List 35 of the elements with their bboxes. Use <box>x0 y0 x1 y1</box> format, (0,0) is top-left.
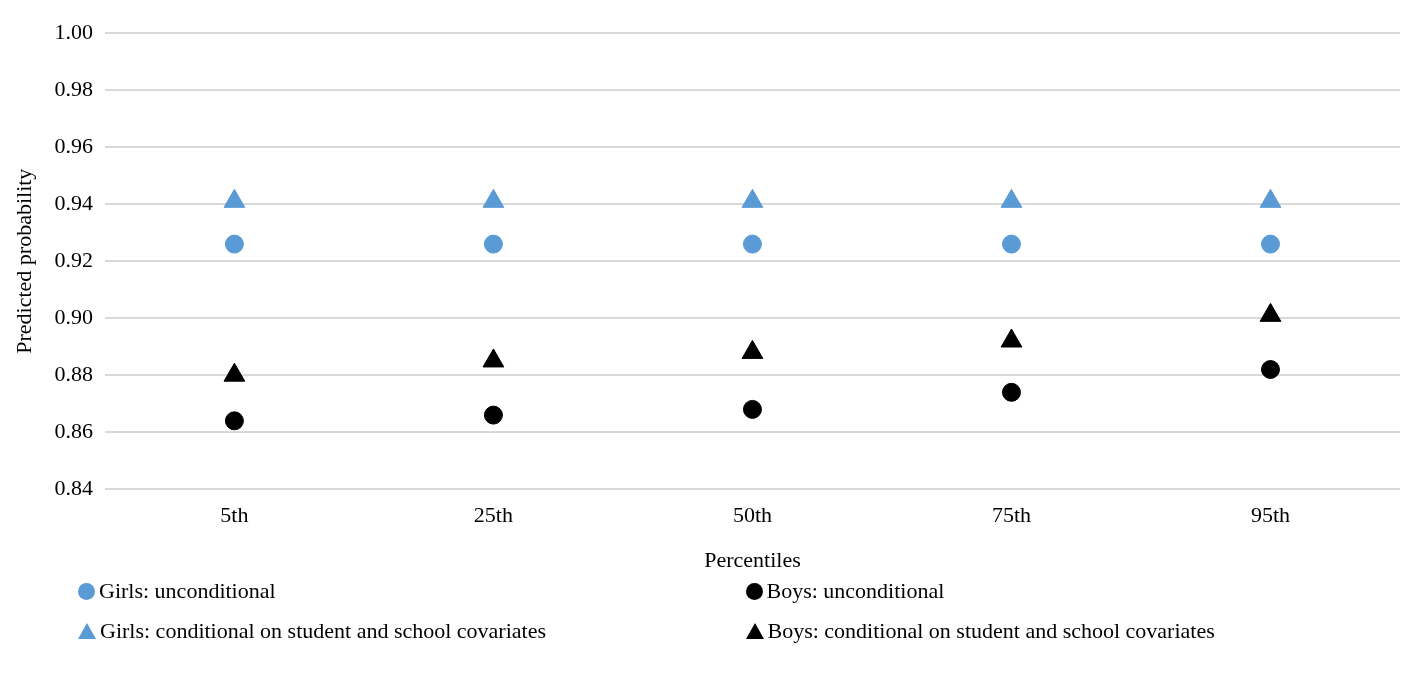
point <box>1001 382 1021 402</box>
y-tick-label: 0.90 <box>54 303 93 329</box>
point <box>1259 188 1282 208</box>
y-tick-label: 0.96 <box>54 132 93 158</box>
point <box>224 411 244 431</box>
point <box>482 348 505 368</box>
y-tick-label: 0.84 <box>54 474 93 500</box>
legend-label: Boys: conditional on student and school covariates <box>767 618 1215 644</box>
point <box>483 405 503 425</box>
point <box>223 188 246 208</box>
point <box>223 362 246 382</box>
point <box>741 339 764 359</box>
x-tick-label: 95th <box>1250 502 1291 528</box>
y-tick-label: 0.86 <box>54 417 93 443</box>
x-axis-title: Percentiles <box>704 546 801 572</box>
point <box>742 399 762 419</box>
y-tick-label: 0.92 <box>54 246 93 272</box>
y-tick-label: 0.98 <box>54 75 93 101</box>
x-tick-label: 75th <box>991 502 1032 528</box>
legend-label: Girls: conditional on student and school covariates <box>100 618 547 644</box>
y-tick-label: 1.00 <box>54 18 93 44</box>
point <box>741 188 764 208</box>
point <box>1000 328 1023 348</box>
point <box>1260 360 1280 379</box>
point <box>1000 188 1023 208</box>
legend-label: Girls: unconditional <box>99 578 276 604</box>
x-tick-label: 25th <box>473 502 513 528</box>
x-tick-label: 5th <box>220 502 249 528</box>
y-tick-label: 0.88 <box>54 360 93 386</box>
x-tick-label: 50th <box>732 502 773 528</box>
point <box>482 188 505 208</box>
y-tick-label: 0.94 <box>54 189 93 215</box>
point <box>1259 302 1282 322</box>
legend-label: Boys: unconditional <box>766 578 945 604</box>
y-axis-title: Predicted probability <box>10 168 36 354</box>
